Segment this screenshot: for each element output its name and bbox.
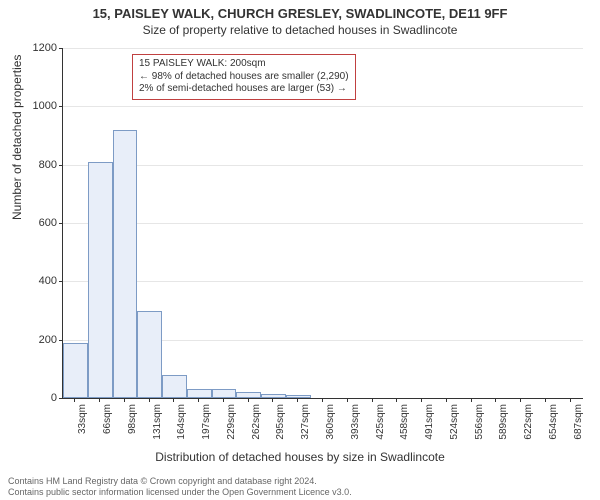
xtick-mark (248, 398, 249, 402)
annotation-line: ← 98% of detached houses are smaller (2,… (139, 71, 349, 84)
xtick-label: 229sqm (226, 404, 237, 454)
chart-area: 02004006008001000120033sqm66sqm98sqm131s… (62, 48, 582, 398)
xtick-mark (446, 398, 447, 402)
xtick-label: 327sqm (300, 404, 311, 454)
plot (62, 48, 583, 399)
xtick-label: 393sqm (350, 404, 361, 454)
footer-line-2: Contains public sector information licen… (8, 487, 352, 498)
xtick-label: 556sqm (474, 404, 485, 454)
y-axis-label: Number of detached properties (10, 55, 24, 220)
xtick-mark (149, 398, 150, 402)
xtick-label: 654sqm (548, 404, 559, 454)
xtick-label: 524sqm (449, 404, 460, 454)
histogram-bar (212, 389, 237, 398)
ytick-mark (59, 398, 63, 399)
gridline (63, 165, 583, 166)
xtick-label: 295sqm (275, 404, 286, 454)
xtick-mark (322, 398, 323, 402)
xtick-mark (272, 398, 273, 402)
histogram-bar (261, 394, 286, 398)
xtick-label: 589sqm (498, 404, 509, 454)
histogram-bar (113, 130, 138, 398)
histogram-bar (88, 162, 113, 398)
gridline (63, 48, 583, 49)
xtick-mark (297, 398, 298, 402)
xtick-mark (223, 398, 224, 402)
xtick-mark (198, 398, 199, 402)
xtick-mark (124, 398, 125, 402)
footer-line-1: Contains HM Land Registry data © Crown c… (8, 476, 352, 487)
histogram-bar (63, 343, 88, 398)
ytick-mark (59, 165, 63, 166)
xtick-label: 622sqm (523, 404, 534, 454)
chart-title-block: 15, PAISLEY WALK, CHURCH GRESLEY, SWADLI… (0, 0, 600, 37)
xtick-mark (372, 398, 373, 402)
annotation-box: 15 PAISLEY WALK: 200sqm← 98% of detached… (132, 54, 356, 100)
xtick-label: 360sqm (325, 404, 336, 454)
xtick-label: 98sqm (127, 404, 138, 454)
xtick-mark (347, 398, 348, 402)
ytick-label: 200 (17, 334, 57, 346)
xtick-mark (99, 398, 100, 402)
xtick-mark (570, 398, 571, 402)
xtick-label: 425sqm (375, 404, 386, 454)
xtick-mark (421, 398, 422, 402)
ytick-mark (59, 106, 63, 107)
annotation-line: 15 PAISLEY WALK: 200sqm (139, 58, 349, 71)
ytick-label: 0 (17, 392, 57, 404)
xtick-mark (471, 398, 472, 402)
xtick-label: 33sqm (77, 404, 88, 454)
footer-attribution: Contains HM Land Registry data © Crown c… (8, 476, 352, 498)
xtick-label: 66sqm (102, 404, 113, 454)
histogram-bar (187, 389, 212, 398)
x-axis-label: Distribution of detached houses by size … (0, 450, 600, 464)
ytick-mark (59, 340, 63, 341)
title-line-1: 15, PAISLEY WALK, CHURCH GRESLEY, SWADLI… (0, 6, 600, 21)
gridline (63, 223, 583, 224)
gridline (63, 281, 583, 282)
ytick-label: 400 (17, 275, 57, 287)
ytick-mark (59, 48, 63, 49)
ytick-mark (59, 281, 63, 282)
annotation-line: 2% of semi-detached houses are larger (5… (139, 83, 349, 96)
gridline (63, 106, 583, 107)
xtick-mark (495, 398, 496, 402)
xtick-label: 262sqm (251, 404, 262, 454)
ytick-mark (59, 223, 63, 224)
xtick-label: 164sqm (176, 404, 187, 454)
xtick-mark (396, 398, 397, 402)
histogram-bar (236, 392, 261, 398)
xtick-mark (74, 398, 75, 402)
histogram-bar (162, 375, 187, 398)
xtick-mark (520, 398, 521, 402)
ytick-label: 1200 (17, 42, 57, 54)
histogram-bar (137, 311, 162, 399)
xtick-mark (545, 398, 546, 402)
xtick-label: 131sqm (152, 404, 163, 454)
xtick-label: 458sqm (399, 404, 410, 454)
xtick-label: 687sqm (573, 404, 584, 454)
xtick-label: 491sqm (424, 404, 435, 454)
xtick-label: 197sqm (201, 404, 212, 454)
xtick-mark (173, 398, 174, 402)
title-line-2: Size of property relative to detached ho… (0, 23, 600, 37)
